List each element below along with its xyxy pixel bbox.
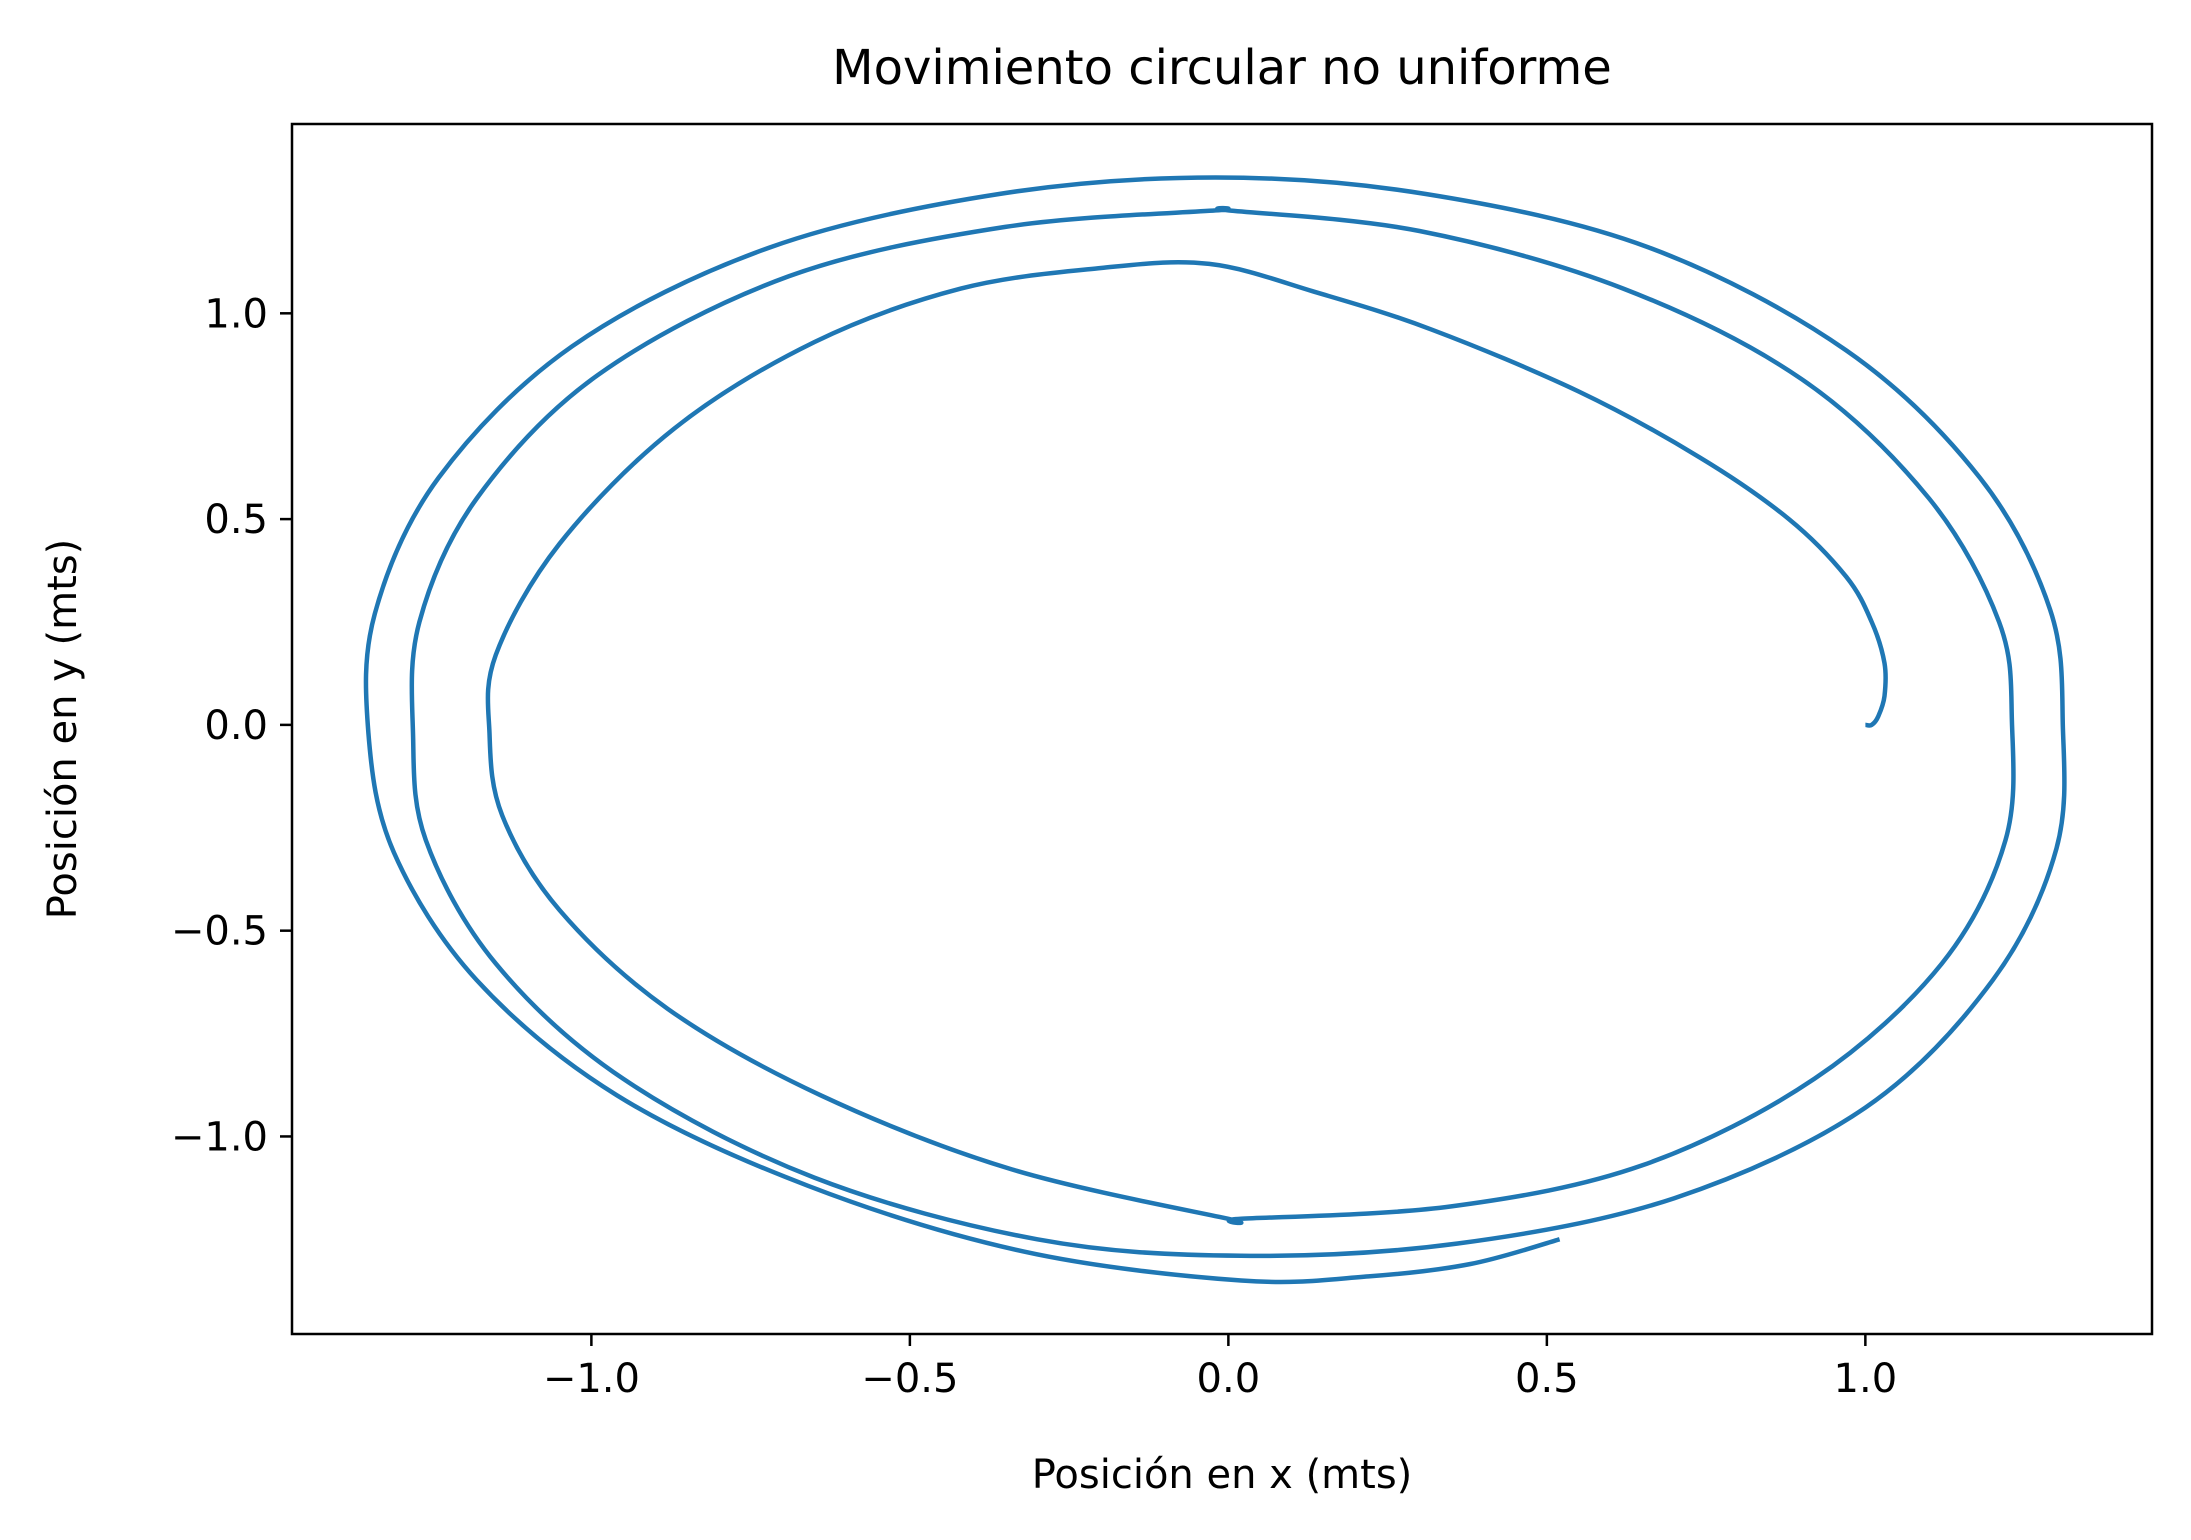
- y-tick-label: 0.0: [204, 703, 268, 749]
- y-tick-label: 1.0: [204, 291, 268, 337]
- x-axis-label: Posición en x (mts): [1032, 1452, 1413, 1498]
- y-axis: 1.0 0.5 0.0 −0.5 −1.0: [171, 291, 292, 1160]
- x-axis: −1.0 −0.5 0.0 0.5 1.0: [543, 1334, 1897, 1402]
- x-tick-label: 1.0: [1834, 1356, 1898, 1402]
- y-tick-label: −0.5: [171, 909, 268, 955]
- plot-area: [363, 175, 2067, 1285]
- plot-frame: [290, 122, 2154, 1336]
- y-tick-label: −1.0: [171, 1114, 268, 1160]
- chart-title: Movimiento circular no uniforme: [832, 40, 1612, 96]
- series-line-0: [363, 175, 2067, 1285]
- y-tick-label: 0.5: [204, 497, 268, 543]
- x-tick-label: −1.0: [543, 1356, 640, 1402]
- y-axis-label: Posición en y (mts): [40, 539, 86, 920]
- x-tick-label: 0.0: [1197, 1356, 1261, 1402]
- x-tick-label: −0.5: [861, 1356, 958, 1402]
- x-tick-label: 0.5: [1515, 1356, 1579, 1402]
